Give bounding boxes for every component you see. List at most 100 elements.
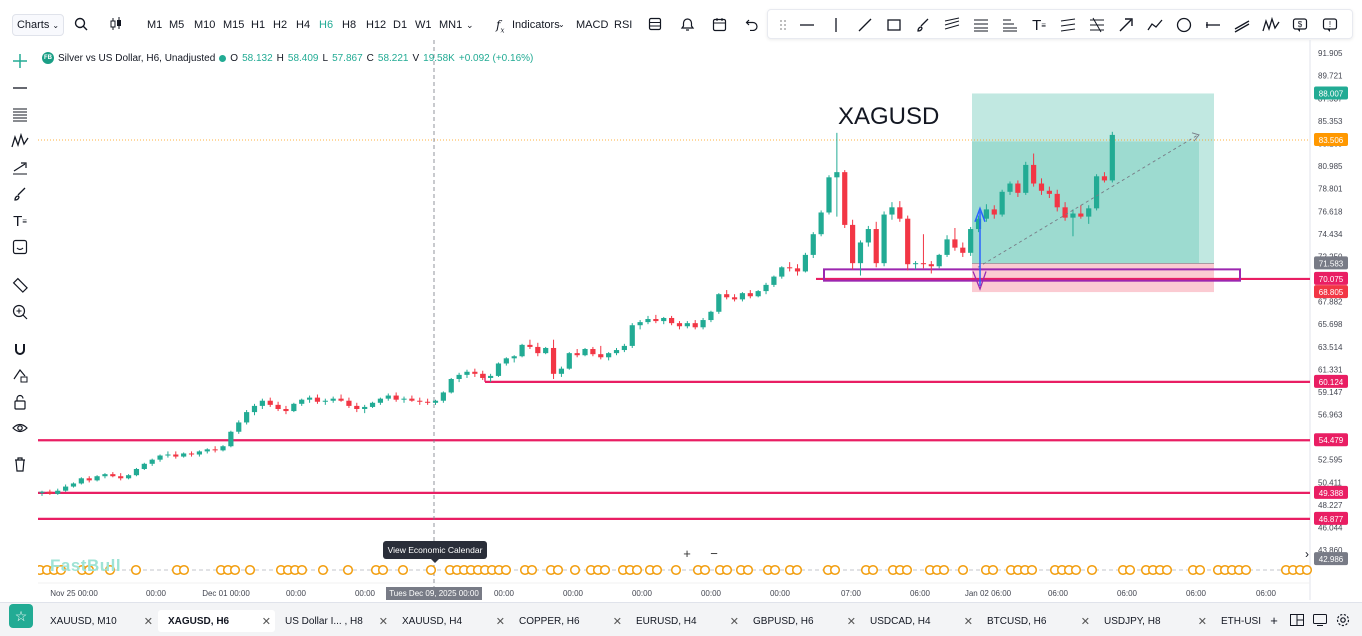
- timeframe-m5[interactable]: M5: [169, 19, 185, 31]
- tab-btcusd-h6[interactable]: BTCUSD, H6 ✕: [977, 610, 1094, 632]
- timeframe-h8[interactable]: H8: [342, 19, 357, 31]
- tab-xauusd-m10[interactable]: XAUUSD, M10 ✕: [40, 610, 157, 632]
- timeframe-h12[interactable]: H12: [366, 19, 387, 31]
- close-icon[interactable]: ✕: [495, 615, 505, 628]
- pitchfork-icon[interactable]: [1057, 14, 1079, 36]
- fib-extension-icon[interactable]: [999, 14, 1021, 36]
- rectangle-icon[interactable]: [883, 14, 905, 36]
- tab-ethusd[interactable]: ETH-USI: [1211, 610, 1263, 632]
- parallel-channel-icon[interactable]: [941, 14, 963, 36]
- indicators-chevron-icon[interactable]: ⌄: [558, 20, 565, 29]
- screen-icon[interactable]: [1312, 612, 1328, 628]
- candle-type-icon[interactable]: [107, 15, 125, 33]
- zoom-in-button[interactable]: +: [683, 545, 691, 561]
- candle-up: [102, 474, 108, 477]
- split-layout-icon[interactable]: [1289, 612, 1305, 628]
- alert-icon[interactable]: [678, 15, 696, 33]
- favorites-star-icon[interactable]: ☆: [9, 604, 33, 628]
- chart-canvas[interactable]: 91.90589.72187.53785.35383.16980.98578.8…: [38, 40, 1362, 600]
- circle-tool-icon[interactable]: [1173, 14, 1195, 36]
- timeframe-h1[interactable]: H1: [251, 19, 266, 31]
- timeframe-m15[interactable]: M15: [223, 19, 245, 31]
- tab-dxy-h8[interactable]: US Dollar I... , H8 ✕: [275, 610, 392, 632]
- calendar-icon[interactable]: [710, 15, 728, 33]
- timeframe-h4[interactable]: H4: [296, 19, 311, 31]
- candle-down: [669, 317, 675, 324]
- text-icon[interactable]: T ≡: [13, 212, 27, 230]
- arrow-tool-icon[interactable]: [1115, 14, 1137, 36]
- close-icon[interactable]: ✕: [963, 615, 973, 628]
- price-label-icon[interactable]: $: [1289, 14, 1311, 36]
- horizontal-line-icon[interactable]: [796, 14, 818, 36]
- layout-icon[interactable]: [646, 15, 664, 33]
- close-icon[interactable]: ✕: [378, 615, 388, 628]
- close-icon[interactable]: ✕: [261, 615, 271, 628]
- timeframe-h6[interactable]: H6: [319, 19, 334, 31]
- timeframe-more-chevron-icon[interactable]: ⌄: [466, 20, 474, 30]
- candle-up: [629, 325, 635, 346]
- magnet-icon[interactable]: [9, 338, 31, 360]
- lock-drawing-icon[interactable]: [9, 364, 31, 386]
- candle-up: [63, 486, 69, 491]
- timeframe-w1[interactable]: W1: [415, 19, 432, 31]
- pattern-tool-icon[interactable]: [1260, 14, 1282, 36]
- vertical-line-icon[interactable]: [825, 14, 847, 36]
- tab-copper-h6[interactable]: COPPER, H6 ✕: [509, 610, 626, 632]
- rsi-button[interactable]: RSI: [614, 19, 633, 31]
- note-icon[interactable]: !: [1319, 14, 1341, 36]
- brush-icon[interactable]: [9, 183, 31, 205]
- charts-dropdown[interactable]: Charts ⌄: [12, 14, 64, 36]
- candle-up: [385, 395, 391, 399]
- tab-xauusd-h4[interactable]: XAUUSD, H4 ✕: [392, 610, 509, 632]
- undo-icon[interactable]: [743, 15, 761, 33]
- tab-xagusd-h6[interactable]: XAGUSD, H6 ✕: [158, 610, 275, 632]
- tab-eurusd-h4[interactable]: EURUSD, H4 ✕: [626, 610, 743, 632]
- close-icon[interactable]: ✕: [729, 615, 739, 628]
- zoom-in-icon[interactable]: [9, 301, 31, 323]
- search-icon[interactable]: [72, 15, 90, 33]
- tab-usdcad-h4[interactable]: USDCAD, H4 ✕: [860, 610, 977, 632]
- drag-handle-icon[interactable]: [772, 14, 794, 36]
- candle-down: [653, 319, 659, 322]
- fib-levels-icon[interactable]: [9, 103, 31, 125]
- gann-fan-icon[interactable]: [1086, 14, 1108, 36]
- crosshair-icon[interactable]: [9, 50, 31, 72]
- close-icon[interactable]: ✕: [143, 615, 153, 628]
- timeframe-h2[interactable]: H2: [273, 19, 288, 31]
- extended-line-icon[interactable]: [1231, 14, 1253, 36]
- ray-tool-icon[interactable]: [1202, 14, 1224, 36]
- trash-icon[interactable]: [9, 453, 31, 475]
- brush-icon[interactable]: [912, 14, 934, 36]
- timeframe-mn1[interactable]: MN1: [439, 19, 463, 31]
- timeframe-d1[interactable]: D1: [393, 19, 408, 31]
- candle-up: [196, 451, 202, 455]
- path-tool-icon[interactable]: [1144, 14, 1166, 36]
- gear-icon[interactable]: [1335, 612, 1351, 628]
- tab-usdjpy-h8[interactable]: USDJPY, H8 ✕: [1094, 610, 1211, 632]
- fib-retracement-icon[interactable]: [970, 14, 992, 36]
- timeframe-m10[interactable]: M10: [194, 19, 216, 31]
- tab-gbpusd-h6[interactable]: GBPUSD, H6 ✕: [743, 610, 860, 632]
- add-tab-icon[interactable]: +: [1270, 612, 1278, 628]
- trend-line-icon[interactable]: [854, 14, 876, 36]
- scroll-right-chevron-icon[interactable]: ›: [1305, 547, 1309, 561]
- indicators-button[interactable]: Indicators: [512, 19, 560, 31]
- ruler-icon[interactable]: [9, 274, 31, 296]
- close-icon[interactable]: ✕: [1197, 615, 1207, 628]
- price-chart[interactable]: 91.90589.72187.53785.35383.16980.98578.8…: [38, 40, 1362, 600]
- timeframe-m1[interactable]: M1: [147, 19, 163, 31]
- macd-button[interactable]: MACD: [576, 19, 609, 31]
- close-icon[interactable]: ✕: [1080, 615, 1090, 628]
- horizontal-line-icon[interactable]: [9, 77, 31, 99]
- projection-icon[interactable]: [9, 157, 31, 179]
- zoom-out-button[interactable]: −: [710, 545, 718, 561]
- emoji-icon[interactable]: [9, 236, 31, 258]
- pattern-icon[interactable]: [9, 130, 31, 152]
- close-icon[interactable]: ✕: [612, 615, 622, 628]
- text-tool-icon[interactable]: T ≡: [1032, 16, 1046, 34]
- eye-icon[interactable]: [9, 417, 31, 439]
- close-icon[interactable]: ✕: [846, 615, 856, 628]
- lock-icon[interactable]: [9, 391, 31, 413]
- candle-up: [763, 284, 769, 292]
- economic-event-icon: [957, 564, 969, 576]
